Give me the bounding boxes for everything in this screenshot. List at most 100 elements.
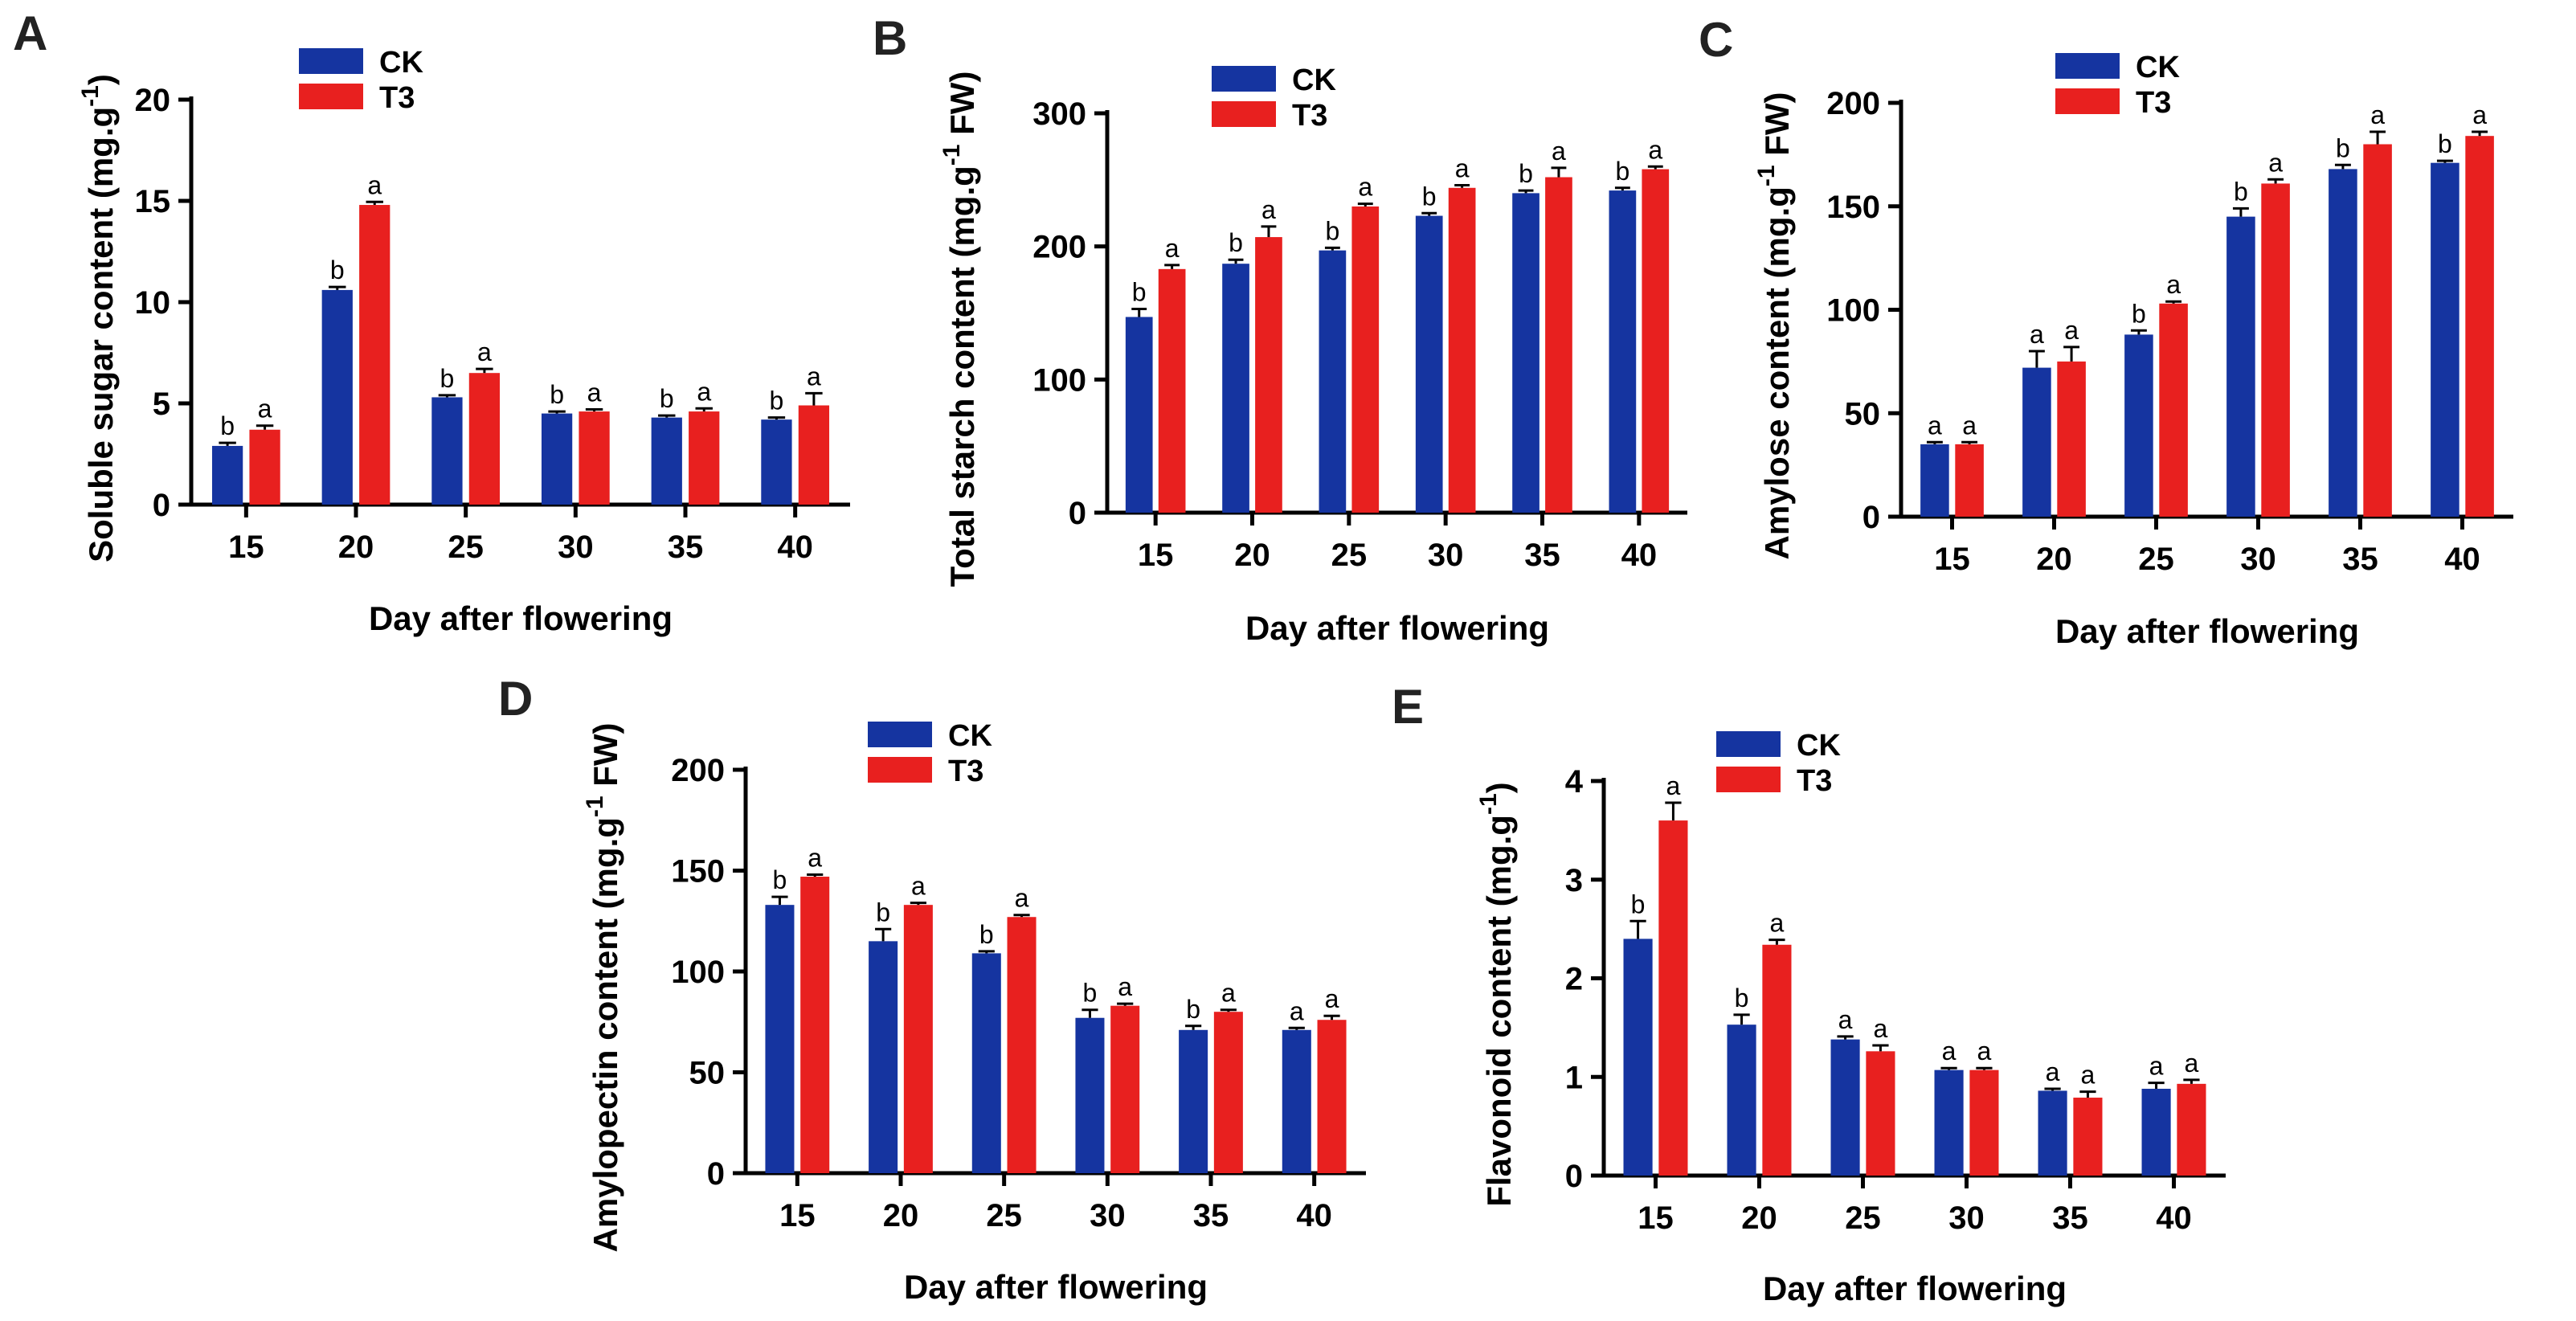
significance-label: a	[1552, 137, 1566, 166]
significance-label: a	[1455, 153, 1470, 182]
bar-ck-15	[211, 445, 243, 505]
legend-label-t3: T3	[948, 755, 983, 788]
bar-t3-35	[2363, 144, 2392, 517]
bar-t3-25	[2159, 303, 2188, 517]
significance-label: b	[770, 386, 784, 415]
legend-swatch-ck	[2055, 53, 2120, 79]
significance-label: a	[587, 378, 602, 407]
significance-label: a	[1015, 884, 1029, 913]
x-tick-label: 15	[779, 1198, 816, 1233]
x-tick-label: 40	[2444, 542, 2480, 577]
significance-label: a	[1874, 1014, 1888, 1043]
significance-label: b	[876, 898, 890, 926]
legend-label-ck: CK	[1292, 63, 1336, 97]
x-tick-label: 35	[2342, 542, 2378, 577]
significance-label: a	[2472, 100, 2487, 129]
significance-label: a	[2268, 148, 2283, 177]
significance-label: a	[1325, 984, 1339, 1013]
x-tick-label: 20	[338, 530, 374, 565]
bar-t3-15	[1158, 268, 1186, 513]
bar-t3-35	[689, 411, 720, 505]
x-tick-label: 15	[1138, 538, 1174, 573]
significance-label: a	[1221, 979, 1236, 1008]
bar-ck-40	[2141, 1088, 2171, 1176]
significance-label: b	[1615, 157, 1629, 186]
x-tick-label: 40	[1621, 538, 1658, 573]
bar-ck-20	[321, 289, 353, 505]
bar-t3-20	[903, 905, 933, 1173]
significance-label: a	[1261, 195, 1276, 224]
x-tick-label: 35	[2052, 1200, 2088, 1236]
x-tick-label: 35	[1524, 538, 1560, 573]
bar-t3-40	[1642, 169, 1670, 513]
significance-label: a	[1118, 972, 1132, 1001]
bar-t3-15	[800, 877, 830, 1173]
x-tick-label: 40	[1296, 1198, 1332, 1233]
bar-ck-25	[1319, 250, 1347, 513]
x-tick-label: 20	[1234, 538, 1270, 573]
legend-label-ck: CK	[379, 46, 423, 80]
y-tick-label: 0	[1862, 500, 1880, 535]
bar-ck-15	[1125, 317, 1153, 513]
y-tick-label: 0	[1565, 1159, 1583, 1194]
x-tick-label: 35	[668, 530, 704, 565]
y-tick-label: 300	[1032, 96, 1086, 132]
bar-ck-20	[1727, 1024, 1756, 1176]
significance-label: a	[258, 395, 272, 423]
y-tick-label: 150	[671, 854, 725, 890]
bar-t3-40	[2177, 1083, 2206, 1176]
x-tick-label: 30	[1948, 1200, 1985, 1236]
x-tick-label: 25	[986, 1198, 1022, 1233]
significance-label: b	[1186, 995, 1200, 1024]
bar-t3-25	[1351, 206, 1380, 513]
y-axis-title: Amylose content (mg.g-1 FW)	[1753, 92, 1796, 559]
bar-t3-35	[1545, 177, 1572, 513]
bar-ck-40	[1609, 190, 1637, 513]
significance-label: b	[1083, 979, 1098, 1008]
significance-label: b	[330, 256, 345, 284]
x-tick-label: 40	[2156, 1200, 2192, 1236]
y-tick-label: 3	[1565, 863, 1583, 898]
significance-label: a	[807, 362, 821, 391]
y-tick-label: 150	[1826, 190, 1880, 225]
bar-ck-40	[761, 419, 792, 505]
bar-ck-15	[1623, 939, 1653, 1176]
legend-swatch-ck	[868, 722, 932, 747]
significance-label: b	[979, 920, 994, 949]
y-tick-label: 1	[1565, 1060, 1583, 1095]
significance-label: a	[1928, 411, 1942, 440]
y-tick-label: 100	[671, 955, 725, 990]
significance-label: a	[2370, 100, 2385, 129]
significance-label: a	[1666, 771, 1681, 800]
bar-t3-15	[249, 429, 280, 505]
significance-label: b	[1325, 216, 1339, 245]
panel-letter: D	[498, 672, 533, 726]
bar-ck-35	[1179, 1029, 1208, 1173]
x-tick-label: 30	[2240, 542, 2276, 577]
y-tick-label: 200	[1826, 86, 1880, 121]
bar-ck-30	[541, 413, 573, 505]
y-tick-label: 10	[135, 285, 171, 321]
significance-label: a	[1165, 234, 1180, 263]
y-tick-label: 0	[1069, 496, 1086, 531]
significance-label: a	[1648, 135, 1662, 164]
legend-label-t3: T3	[1797, 764, 1832, 798]
significance-label: a	[1358, 173, 1372, 202]
x-tick-label: 15	[1638, 1200, 1674, 1236]
x-tick-label: 20	[883, 1198, 919, 1233]
legend-swatch-ck	[1716, 731, 1781, 757]
y-axis-title: Flavonoid content (mg.g-1)	[1475, 782, 1518, 1206]
bar-t3-40	[2465, 136, 2494, 517]
x-tick-label: 30	[1090, 1198, 1126, 1233]
legend-label-t3: T3	[1292, 99, 1327, 133]
bar-ck-20	[2022, 367, 2051, 517]
y-tick-label: 2	[1565, 962, 1583, 997]
y-tick-label: 100	[1826, 293, 1880, 329]
x-tick-label: 20	[1741, 1200, 1777, 1236]
bar-ck-20	[1222, 264, 1249, 513]
